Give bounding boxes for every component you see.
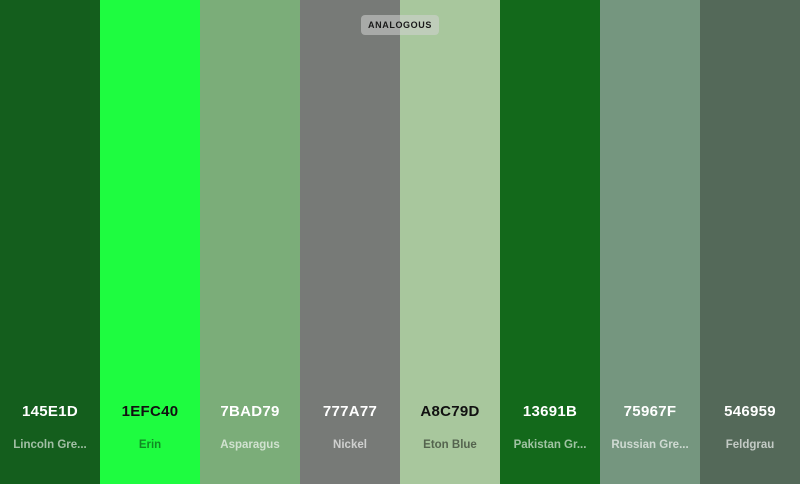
color-swatch-3[interactable]: 7BAD79 Asparagus	[200, 0, 300, 484]
swatch-color-name: Pakistan Gr...	[513, 439, 587, 451]
swatch-hex-code[interactable]: 7BAD79	[220, 403, 280, 420]
color-swatch-2[interactable]: 1EFC40 Erin	[100, 0, 200, 484]
swatch-hex-code[interactable]: 145E1D	[21, 403, 78, 420]
swatch-hex-code[interactable]: 13691B	[522, 403, 578, 420]
swatch-color-name: Asparagus	[220, 439, 280, 451]
swatch-color-name: Erin	[138, 439, 162, 451]
swatch-color-name: Feldgrau	[725, 439, 775, 451]
swatch-color-name: Nickel	[333, 439, 367, 451]
swatch-color-name: Eton Blue	[423, 439, 477, 451]
swatch-hex-code[interactable]: 777A77	[322, 403, 378, 420]
color-swatch-6[interactable]: 13691B Pakistan Gr...	[500, 0, 600, 484]
color-swatch-7[interactable]: 75967F Russian Gre...	[600, 0, 700, 484]
color-swatch-4[interactable]: 777A77 Nickel	[300, 0, 400, 484]
swatch-hex-code[interactable]: 1EFC40	[121, 403, 179, 420]
swatch-hex-code[interactable]: A8C79D	[420, 403, 480, 420]
color-swatch-5[interactable]: A8C79D Eton Blue	[400, 0, 500, 484]
swatch-hex-code[interactable]: 75967F	[623, 403, 677, 420]
color-swatch-1[interactable]: 145E1D Lincoln Gre...	[0, 0, 100, 484]
palette-mode-badge[interactable]: ANALOGOUS	[361, 15, 439, 35]
color-swatch-8[interactable]: 546959 Feldgrau	[700, 0, 800, 484]
swatch-color-name: Lincoln Gre...	[13, 439, 87, 451]
swatch-hex-code[interactable]: 546959	[724, 403, 776, 420]
swatch-color-name: Russian Gre...	[611, 439, 689, 451]
